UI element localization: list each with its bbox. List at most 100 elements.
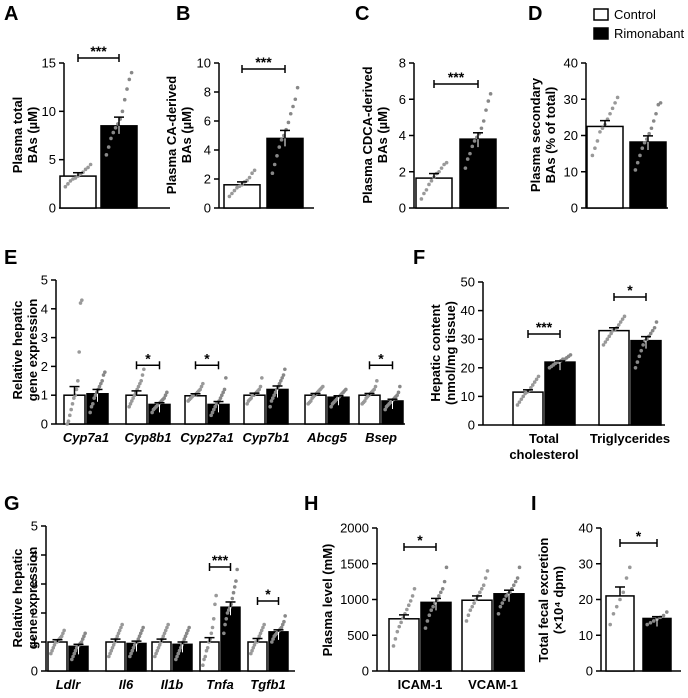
data-point <box>281 373 286 377</box>
data-point <box>618 320 623 324</box>
data-point <box>260 376 264 380</box>
data-point <box>654 320 659 324</box>
data-point <box>595 139 600 143</box>
data-point <box>109 648 114 653</box>
data-point <box>425 619 430 623</box>
data-point <box>140 628 144 633</box>
data-point <box>202 657 206 662</box>
x-category-label: Il1b <box>161 677 183 692</box>
data-point <box>201 663 205 667</box>
y-tick-label: 5 <box>41 273 48 288</box>
bar-control <box>358 394 381 425</box>
y-axis-label: Plasma level (mM) <box>320 544 335 657</box>
y-tick-label: 0 <box>41 417 48 432</box>
y-tick-label: 0 <box>468 418 475 433</box>
data-point <box>329 404 333 409</box>
y-axis-label-line: Plasma secondary <box>528 77 543 192</box>
bar-rimonabant <box>493 593 525 672</box>
data-point <box>70 402 75 406</box>
data-point <box>177 648 182 653</box>
data-point <box>652 325 657 330</box>
data-point <box>247 175 252 180</box>
data-point <box>183 634 188 638</box>
data-point <box>166 622 170 627</box>
data-point <box>74 387 79 392</box>
x-category-label: VCAM-1 <box>468 677 518 692</box>
legend-label-rimonabant: Rimonabant <box>614 26 684 41</box>
data-point <box>100 379 104 383</box>
data-point <box>517 400 522 404</box>
bar-control <box>415 177 453 209</box>
data-point <box>210 625 215 630</box>
data-point <box>488 92 493 96</box>
data-point <box>593 146 597 150</box>
data-point <box>108 651 112 656</box>
data-point <box>463 166 468 170</box>
legend: Control Rimonabant <box>593 7 684 41</box>
data-point <box>222 631 226 636</box>
data-point <box>204 648 209 653</box>
legend-swatch-rimonabant <box>593 27 609 40</box>
data-point <box>154 651 158 656</box>
data-point <box>120 622 124 627</box>
data-point <box>654 111 658 116</box>
y-tick-label: 4 <box>31 548 38 563</box>
data-point <box>633 366 638 370</box>
data-point <box>429 179 434 183</box>
y-axis-label-line: gene expression <box>25 299 40 402</box>
legend-label-control: Control <box>614 7 656 22</box>
significance-label: *** <box>448 69 465 85</box>
data-point <box>128 402 133 406</box>
data-point <box>104 153 109 157</box>
data-point <box>69 407 73 412</box>
data-point <box>139 379 143 383</box>
significance-label: * <box>417 532 423 548</box>
data-point <box>397 624 402 629</box>
y-axis-label: Relative hepaticgene expression <box>10 547 40 650</box>
y-tick-label: 50 <box>461 275 475 290</box>
data-point <box>72 396 76 400</box>
data-point <box>437 594 441 598</box>
data-point <box>393 637 398 641</box>
data-point <box>252 168 257 173</box>
panel-d: 0 10 20 30 40 Plasma secondaryBAs (% of total… <box>528 56 668 216</box>
y-axis-label-line: Total fecal excretion <box>536 538 551 663</box>
data-point <box>601 343 606 347</box>
data-point <box>162 631 167 636</box>
x-category-label: Tnfa <box>206 677 233 692</box>
data-point <box>245 402 249 406</box>
data-point <box>163 628 168 633</box>
data-point <box>618 597 622 602</box>
data-point <box>234 579 238 583</box>
data-point <box>532 380 537 384</box>
y-tick-label: 2 <box>41 359 48 374</box>
data-point <box>250 171 254 175</box>
y-tick-label: 10 <box>42 104 56 119</box>
data-point <box>293 97 298 102</box>
data-point <box>372 387 376 392</box>
panel-letter-f: F <box>413 247 425 269</box>
data-point <box>472 601 476 605</box>
y-tick-label: 40 <box>564 56 578 71</box>
y-tick-label: 3 <box>41 330 48 345</box>
significance-label: * <box>145 350 151 366</box>
data-point <box>211 617 216 621</box>
data-point <box>157 643 162 647</box>
data-point <box>375 379 379 383</box>
bar-rimonabant <box>220 606 241 672</box>
panel-i: 0 10 20 30 40 Total fecal excretion(×10⁴ dpm)… <box>536 521 681 679</box>
data-point <box>76 379 80 383</box>
data-point <box>321 384 325 389</box>
y-tick-label: 20 <box>461 360 475 375</box>
data-point <box>611 612 616 616</box>
y-tick-label: 10 <box>579 628 593 643</box>
panel-letter-h: H <box>304 493 318 515</box>
data-point <box>283 614 287 618</box>
y-tick-label: 0 <box>586 664 593 679</box>
data-point <box>478 590 482 595</box>
y-tick-label: 30 <box>461 332 475 347</box>
data-point <box>227 194 232 199</box>
data-point <box>534 377 539 382</box>
data-point <box>608 111 612 116</box>
